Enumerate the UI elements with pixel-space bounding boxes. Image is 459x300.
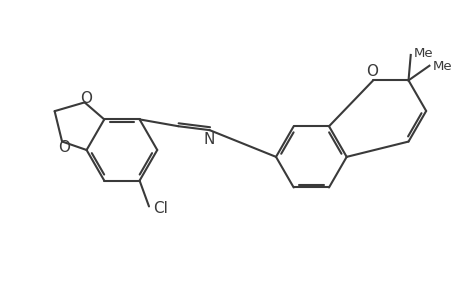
Text: O: O — [80, 91, 92, 106]
Text: Cl: Cl — [152, 201, 168, 216]
Text: O: O — [58, 140, 70, 155]
Text: Me: Me — [431, 60, 451, 73]
Text: Me: Me — [413, 47, 432, 61]
Text: N: N — [203, 133, 215, 148]
Text: O: O — [365, 64, 377, 79]
